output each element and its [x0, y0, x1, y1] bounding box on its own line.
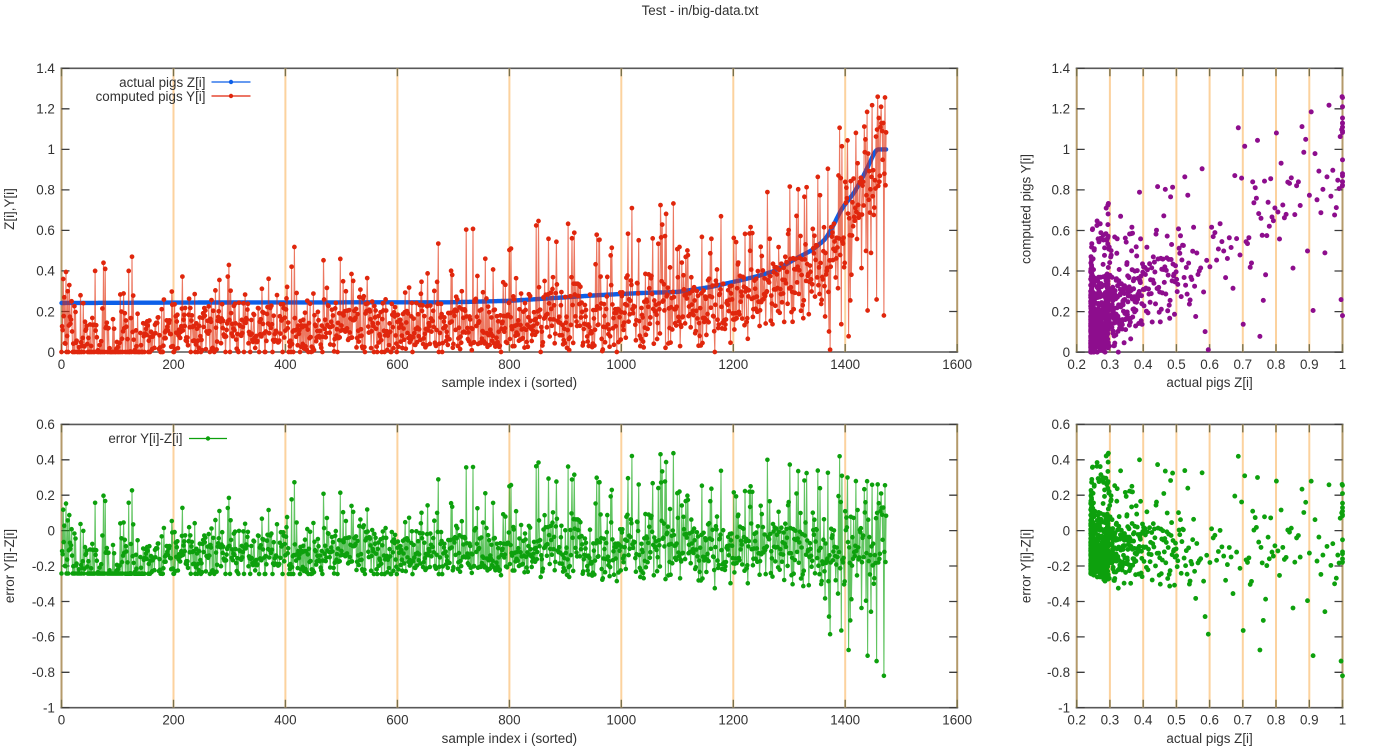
svg-text:1200: 1200: [718, 357, 748, 372]
svg-text:0.2: 0.2: [1051, 304, 1070, 319]
svg-text:1.2: 1.2: [36, 102, 55, 117]
svg-text:1.4: 1.4: [1051, 61, 1070, 76]
svg-text:error Y[i]-Z[i]: error Y[i]-Z[i]: [2, 529, 17, 603]
svg-text:-0.8: -0.8: [32, 665, 55, 680]
svg-text:1400: 1400: [830, 357, 860, 372]
svg-text:0.3: 0.3: [1101, 713, 1120, 728]
svg-text:0.8: 0.8: [1051, 183, 1070, 198]
svg-text:sample index i (sorted): sample index i (sorted): [442, 375, 577, 390]
svg-text:0: 0: [58, 357, 65, 372]
svg-text:800: 800: [498, 713, 520, 728]
svg-text:1000: 1000: [606, 713, 636, 728]
svg-text:0.9: 0.9: [1300, 357, 1319, 372]
svg-text:-0.6: -0.6: [1047, 630, 1070, 645]
svg-text:0.4: 0.4: [1051, 264, 1070, 279]
svg-text:computed pigs Y[i]: computed pigs Y[i]: [96, 89, 206, 104]
svg-text:600: 600: [386, 357, 408, 372]
svg-text:0.6: 0.6: [36, 223, 55, 238]
svg-text:1200: 1200: [718, 713, 748, 728]
svg-text:0.9: 0.9: [1300, 713, 1319, 728]
svg-text:0.4: 0.4: [1051, 453, 1070, 468]
svg-text:0: 0: [58, 713, 65, 728]
svg-text:400: 400: [274, 357, 296, 372]
svg-text:1000: 1000: [606, 357, 636, 372]
svg-text:-0.6: -0.6: [32, 630, 55, 645]
svg-text:1.2: 1.2: [1051, 102, 1070, 117]
svg-text:0.4: 0.4: [36, 453, 55, 468]
svg-text:1: 1: [1339, 713, 1346, 728]
svg-text:-0.4: -0.4: [32, 594, 56, 609]
svg-text:0: 0: [47, 523, 54, 538]
svg-text:-1: -1: [1058, 701, 1070, 716]
svg-text:0: 0: [1063, 523, 1070, 538]
svg-text:0.6: 0.6: [1051, 223, 1070, 238]
svg-text:0.2: 0.2: [1051, 488, 1070, 503]
svg-text:0.4: 0.4: [36, 264, 55, 279]
svg-text:600: 600: [386, 713, 408, 728]
svg-text:0: 0: [47, 345, 54, 360]
svg-text:0.6: 0.6: [36, 417, 55, 432]
svg-text:0.2: 0.2: [1067, 713, 1086, 728]
svg-text:actual pigs Z[i]: actual pigs Z[i]: [119, 75, 205, 90]
svg-text:-0.2: -0.2: [32, 559, 55, 574]
svg-text:1: 1: [1063, 142, 1070, 157]
svg-text:0.3: 0.3: [1101, 357, 1120, 372]
svg-text:1: 1: [1339, 357, 1346, 372]
svg-text:-1: -1: [43, 701, 55, 716]
svg-text:0.6: 0.6: [1051, 417, 1070, 432]
svg-text:0.7: 0.7: [1233, 713, 1252, 728]
svg-text:200: 200: [162, 713, 184, 728]
svg-text:Test - in/big-data.txt: Test - in/big-data.txt: [642, 3, 759, 18]
svg-text:0.8: 0.8: [1267, 357, 1286, 372]
svg-text:0.8: 0.8: [36, 183, 55, 198]
svg-text:0.4: 0.4: [1134, 713, 1153, 728]
svg-text:1.4: 1.4: [36, 61, 55, 76]
svg-text:0.6: 0.6: [1200, 713, 1219, 728]
svg-text:0.5: 0.5: [1167, 713, 1186, 728]
svg-text:actual pigs Z[i]: actual pigs Z[i]: [1166, 375, 1252, 390]
svg-text:0.7: 0.7: [1233, 357, 1252, 372]
svg-text:400: 400: [274, 713, 296, 728]
svg-text:computed pigs Y[i]: computed pigs Y[i]: [1019, 154, 1034, 264]
svg-text:sample index i (sorted): sample index i (sorted): [442, 731, 577, 746]
svg-text:0.8: 0.8: [1267, 713, 1286, 728]
svg-text:0.5: 0.5: [1167, 357, 1186, 372]
svg-text:1600: 1600: [942, 713, 972, 728]
svg-text:Z[i],Y[i]: Z[i],Y[i]: [2, 188, 17, 230]
svg-text:1: 1: [47, 142, 54, 157]
svg-text:0.2: 0.2: [36, 304, 55, 319]
svg-text:-0.8: -0.8: [1047, 665, 1070, 680]
svg-text:error Y[i]-Z[i]: error Y[i]-Z[i]: [108, 431, 182, 446]
svg-text:0.2: 0.2: [36, 488, 55, 503]
svg-text:0: 0: [1063, 345, 1070, 360]
svg-text:1600: 1600: [942, 357, 972, 372]
svg-text:error Y[i]-Z[i]: error Y[i]-Z[i]: [1019, 529, 1034, 603]
svg-text:-0.4: -0.4: [1047, 594, 1071, 609]
svg-text:0.4: 0.4: [1134, 357, 1153, 372]
svg-text:800: 800: [498, 357, 520, 372]
svg-text:actual pigs Z[i]: actual pigs Z[i]: [1166, 731, 1252, 746]
svg-text:-0.2: -0.2: [1047, 559, 1070, 574]
svg-text:0.2: 0.2: [1067, 357, 1086, 372]
svg-text:200: 200: [162, 357, 184, 372]
svg-text:1400: 1400: [830, 713, 860, 728]
svg-text:0.6: 0.6: [1200, 357, 1219, 372]
